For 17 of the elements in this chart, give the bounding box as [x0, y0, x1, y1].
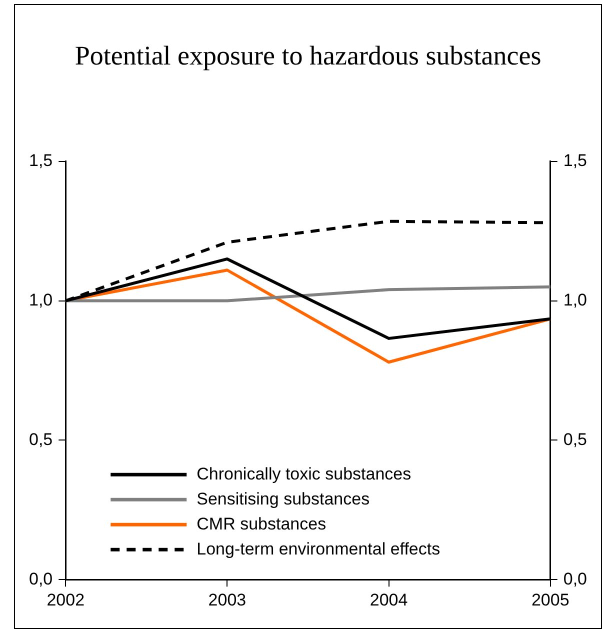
- legend-label: Long-term environmental effects: [196, 539, 440, 558]
- y2-tick-label: 0,0: [563, 569, 588, 588]
- legend-label: Chronically toxic substances: [196, 464, 412, 484]
- x-tick-label: 2004: [370, 590, 408, 610]
- legend-label: Sensitising substances: [196, 489, 370, 508]
- x-tick-label: 2005: [531, 590, 570, 610]
- legend-label: CMR substances: [196, 514, 326, 534]
- y2-tick-label: 1,0: [563, 290, 588, 310]
- y-tick-label: 1,0: [28, 290, 53, 310]
- x-tick-label: 2002: [46, 590, 85, 610]
- x-tick-label: 2003: [208, 590, 246, 610]
- y-tick-label: 0,5: [28, 430, 53, 449]
- y2-tick-label: 1,5: [563, 151, 588, 170]
- y-tick-label: 0,0: [28, 569, 53, 588]
- y-tick-label: 1,5: [28, 151, 53, 170]
- chart-title: Potential exposure to hazardous substances: [74, 40, 542, 70]
- y2-tick-label: 0,5: [563, 430, 588, 449]
